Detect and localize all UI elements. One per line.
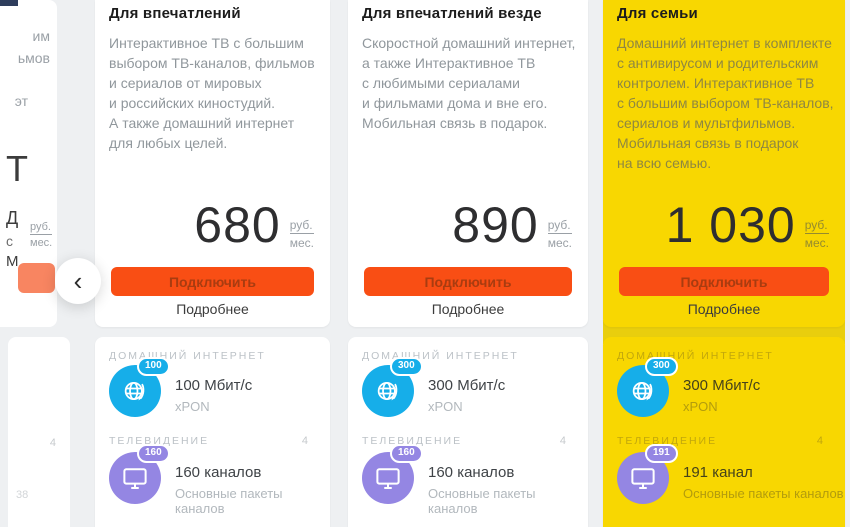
window-corner-artifact bbox=[0, 0, 18, 6]
tariff-title: Для семьи bbox=[617, 5, 698, 22]
clipped-text-fragment: 38 bbox=[16, 489, 29, 501]
internet-feature-row: 100 100 Мбит/с xPON bbox=[109, 357, 330, 419]
tariff-title: Для впечатлений везде bbox=[362, 5, 542, 22]
carousel-prev-button[interactable]: ‹ bbox=[55, 258, 101, 304]
price-value: 890 bbox=[452, 197, 539, 253]
connect-button[interactable]: Подключить bbox=[111, 267, 314, 296]
tariff-summary-panel: Для впечатлений Интерактивное ТВ с больш… bbox=[95, 0, 330, 327]
tv-icon: 191 bbox=[617, 444, 678, 504]
tariff-title: Для впечатлений bbox=[109, 5, 241, 22]
tv-count-indicator: 4 bbox=[49, 437, 56, 449]
tv-channels: 160 каналов bbox=[428, 464, 515, 481]
price-block: 1 030 руб. мес. bbox=[666, 196, 829, 254]
clipped-text-fragment: с bbox=[6, 233, 13, 249]
internet-feature-row: 300 300 Мбит/с xPON bbox=[617, 357, 845, 419]
tv-section-label: ТЕЛЕВИДЕНИЕ bbox=[109, 435, 210, 447]
details-link[interactable]: Подробнее bbox=[431, 301, 505, 317]
clipped-text-fragment: ьмов bbox=[17, 50, 50, 66]
internet-section-label: ДОМАШНИЙ ИНТЕРНЕТ bbox=[617, 350, 774, 362]
tariff-specs-panel: ДОМАШНИЙ ИНТЕРНЕТ 300 300 Мбит/с xPON ТЕ… bbox=[603, 337, 845, 527]
clipped-text-fragment: им bbox=[32, 28, 50, 44]
clipped-text-fragment: М bbox=[6, 253, 19, 270]
speed-badge: 100 bbox=[137, 357, 170, 376]
tv-note: Основные пакеты каналов bbox=[428, 486, 536, 516]
tv-feature-row: 160 160 каналов Основные пакеты каналов bbox=[109, 444, 330, 516]
tv-channels: 191 канал bbox=[683, 464, 753, 481]
tv-icon: 160 bbox=[109, 444, 170, 504]
price-value: 680 bbox=[194, 197, 281, 253]
price-unit: руб. мес. bbox=[804, 218, 829, 250]
tv-count-indicator: 4 bbox=[301, 435, 308, 447]
globe-icon: 300 bbox=[617, 357, 678, 417]
internet-technology: xPON bbox=[175, 399, 210, 414]
channels-badge: 160 bbox=[390, 444, 423, 463]
tv-feature-row: 160 160 каналов Основные пакеты каналов bbox=[362, 444, 588, 516]
tariff-description: Интерактивное ТВ с большим выбором ТВ-ка… bbox=[109, 35, 315, 151]
connect-button[interactable]: Подключить bbox=[619, 267, 829, 296]
details-link[interactable]: Подробнее bbox=[176, 301, 249, 317]
internet-section-label: ДОМАШНИЙ ИНТЕРНЕТ bbox=[362, 350, 519, 362]
tariff-description: Скоростной домашний интернет, а также Ин… bbox=[362, 35, 576, 131]
tariff-specs-panel: ДОМАШНИЙ ИНТЕРНЕТ 100 100 Мбит/с xPON ТЕ… bbox=[95, 337, 330, 527]
tariff-card-dlya-vpechatleniy: Для впечатлений Интерактивное ТВ с больш… bbox=[95, 0, 330, 527]
speed-badge: 300 bbox=[645, 357, 678, 376]
internet-speed: 300 Мбит/с bbox=[683, 377, 761, 394]
channels-badge: 191 bbox=[645, 444, 678, 463]
globe-icon: 100 bbox=[109, 357, 170, 417]
speed-badge: 300 bbox=[390, 357, 423, 376]
clipped-text-fragment: эт bbox=[14, 93, 28, 109]
previous-card-specs-partial: 4 38 bbox=[8, 337, 70, 527]
tv-count-indicator: 4 bbox=[559, 435, 566, 447]
clipped-text-fragment: Д bbox=[6, 208, 19, 228]
tariff-card-dlya-semyi: Для семьи Домашний интернет в комплекте … bbox=[603, 0, 845, 527]
chevron-left-icon: ‹ bbox=[73, 266, 83, 296]
price-value: 1 030 bbox=[665, 197, 796, 253]
globe-icon: 300 bbox=[362, 357, 423, 417]
tariff-summary-panel: Для впечатлений везде Скоростной домашни… bbox=[348, 0, 588, 327]
tv-section-label: ТЕЛЕВИДЕНИЕ bbox=[362, 435, 463, 447]
tv-channels: 160 каналов bbox=[175, 464, 262, 481]
internet-speed: 300 Мбит/с bbox=[428, 377, 506, 394]
internet-technology: xPON bbox=[683, 399, 718, 414]
connect-button-partial[interactable] bbox=[18, 263, 55, 293]
internet-feature-row: 300 300 Мбит/с xPON bbox=[362, 357, 588, 419]
previous-card-partial: им ьмов эт Т Д с М руб. мес. bbox=[0, 0, 57, 327]
internet-speed: 100 Мбит/с bbox=[175, 377, 253, 394]
tv-feature-row: 191 191 канал Основные пакеты каналов bbox=[617, 444, 845, 506]
internet-section-label: ДОМАШНИЙ ИНТЕРНЕТ bbox=[109, 350, 266, 362]
channels-badge: 160 bbox=[137, 444, 170, 463]
tv-icon: 160 bbox=[362, 444, 423, 504]
clipped-price-fragment: Т bbox=[6, 148, 28, 189]
tv-note: Основные пакеты каналов bbox=[175, 486, 283, 516]
tariff-card-dlya-vpechatleniy-vezde: Для впечатлений везде Скоростной домашни… bbox=[348, 0, 588, 527]
price-unit-fragment: руб. мес. bbox=[30, 221, 53, 249]
tv-count-indicator: 4 bbox=[816, 435, 823, 447]
price-block: 890 руб. мес. bbox=[452, 196, 572, 254]
tariff-specs-panel: ДОМАШНИЙ ИНТЕРНЕТ 300 300 Мбит/с xPON ТЕ… bbox=[348, 337, 588, 527]
details-link[interactable]: Подробнее bbox=[687, 301, 761, 317]
tv-section-label: ТЕЛЕВИДЕНИЕ bbox=[617, 435, 718, 447]
price-unit: руб. мес. bbox=[547, 218, 572, 250]
tariff-summary-panel: Для семьи Домашний интернет в комплекте … bbox=[603, 0, 845, 327]
internet-technology: xPON bbox=[428, 399, 463, 414]
price-block: 680 руб. мес. bbox=[194, 196, 314, 254]
price-unit: руб. мес. bbox=[289, 218, 314, 250]
connect-button[interactable]: Подключить bbox=[364, 267, 572, 296]
tariff-description: Домашний интернет в комплекте с антивиру… bbox=[617, 35, 834, 171]
tv-note: Основные пакеты каналов bbox=[683, 486, 844, 501]
